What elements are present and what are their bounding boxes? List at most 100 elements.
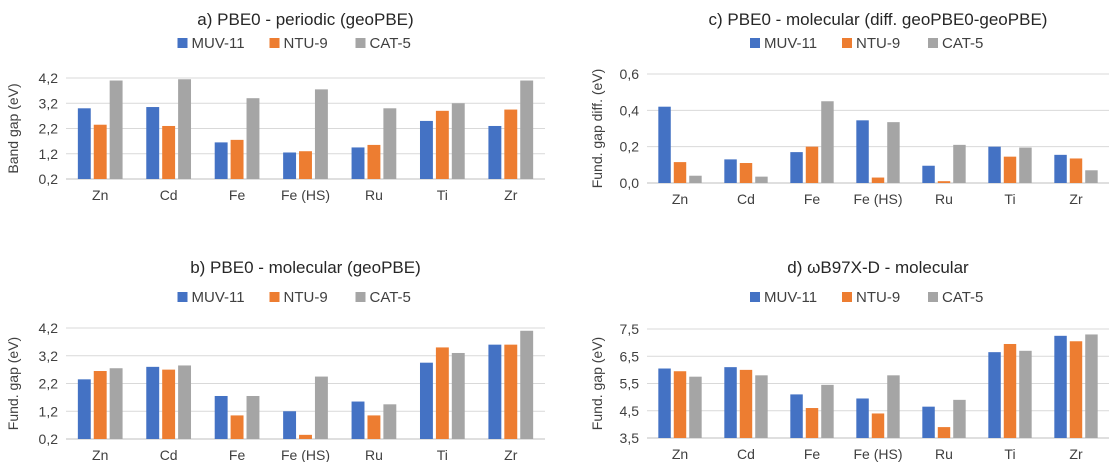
bar: [314, 89, 328, 179]
x-tick-label: Zn: [92, 447, 108, 462]
y-tick-label: 4,2: [39, 320, 59, 336]
x-tick-label: Fe (HS): [281, 447, 330, 462]
legend-item: NTU-9: [269, 289, 328, 306]
x-tick-label: Cd: [737, 191, 755, 207]
legend-item: CAT-5: [928, 35, 983, 52]
legend-swatch: [928, 38, 938, 48]
x-tick-label: Fe (HS): [854, 191, 903, 207]
bar: [1069, 341, 1083, 438]
y-tick-label: 3,2: [39, 95, 59, 111]
legend-item: NTU-9: [269, 35, 328, 52]
x-tick-label: Ti: [437, 187, 448, 203]
y-tick-label: 1,2: [39, 403, 59, 419]
bar: [790, 394, 803, 438]
x-tick-label: Fe: [229, 447, 246, 462]
legend-swatch: [750, 38, 760, 48]
x-tick-label: Zr: [504, 447, 518, 462]
chart-panel-a: a) PBE0 - periodic (geoPBE) MUV-11 NTU-9 CA…: [0, 0, 559, 231]
bar: [504, 109, 518, 179]
bar: [1054, 335, 1067, 438]
bar: [887, 375, 900, 438]
x-tick-label: Fe (HS): [281, 187, 330, 203]
bar: [1003, 156, 1017, 183]
x-tick-label: Cd: [160, 447, 178, 462]
x-tick-label: Fe: [804, 191, 821, 207]
x-tick-label: Zn: [672, 191, 688, 207]
bar: [146, 366, 160, 439]
bar: [1019, 147, 1032, 183]
x-tick-label: Zn: [92, 187, 108, 203]
bar: [673, 371, 687, 438]
bar: [739, 369, 753, 438]
bar: [937, 181, 951, 183]
x-tick-label: Zr: [1069, 191, 1083, 207]
bar: [283, 152, 297, 179]
legend-swatch: [177, 38, 188, 48]
bar: [504, 344, 518, 439]
bar: [299, 151, 312, 179]
legend-label: NTU-9: [856, 289, 900, 306]
bar: [367, 415, 381, 439]
y-tick-label: 2,2: [39, 121, 59, 137]
chart-panel-d: d) ωB97X-D - molecular MUV-11 NTU-9 CAT-5 3,…: [559, 231, 1118, 462]
bar: [93, 124, 107, 179]
legend-swatch: [750, 292, 760, 302]
legend-label: MUV-11: [764, 289, 817, 306]
legend-label: MUV-11: [192, 289, 245, 306]
bar: [821, 101, 834, 183]
bar: [871, 413, 885, 438]
bar: [1019, 350, 1032, 438]
legend-swatch: [355, 38, 366, 48]
legend-label: NTU-9: [284, 35, 328, 52]
y-tick-label: 5,5: [620, 376, 640, 392]
bar: [109, 80, 123, 179]
bar: [214, 395, 228, 439]
bar: [178, 79, 192, 179]
legend-label: MUV-11: [192, 35, 245, 52]
bar: [435, 110, 449, 179]
x-tick-label: Ti: [437, 447, 448, 462]
y-tick-label: 6,5: [620, 348, 640, 364]
bar: [1003, 343, 1017, 438]
bar: [658, 368, 671, 438]
chart-title: b) PBE0 - molecular (geoPBE): [190, 258, 421, 277]
bar: [314, 376, 328, 439]
legend-item: CAT-5: [355, 289, 411, 306]
bar: [230, 415, 244, 439]
x-tick-label: Ti: [1004, 446, 1015, 462]
legend-swatch: [842, 38, 852, 48]
x-tick-label: Fe: [229, 187, 246, 203]
bar: [351, 401, 365, 439]
bar: [922, 406, 935, 438]
chart-panel-b: b) PBE0 - molecular (geoPBE) MUV-11 NTU-9 C…: [0, 231, 559, 462]
y-tick-label: 1,2: [39, 146, 59, 162]
bar: [1085, 334, 1098, 438]
legend-swatch: [355, 292, 366, 302]
bar: [739, 163, 753, 183]
chart-panel-c: c) PBE0 - molecular (diff. geoPBE0-geoPB…: [559, 0, 1118, 231]
bar: [451, 352, 465, 439]
legend-swatch: [842, 292, 852, 302]
legend-item: CAT-5: [928, 289, 983, 306]
bar: [673, 162, 687, 183]
bar: [937, 427, 951, 438]
bar: [488, 344, 502, 439]
legend-label: CAT-5: [942, 289, 983, 306]
bar: [1054, 154, 1067, 183]
bar: [383, 404, 397, 439]
bar: [856, 120, 869, 183]
legend-label: CAT-5: [370, 35, 411, 52]
bar: [658, 106, 671, 183]
legend-swatch: [928, 292, 938, 302]
bar: [451, 103, 465, 179]
x-tick-label: Ru: [365, 447, 383, 462]
legend-label: NTU-9: [856, 35, 900, 52]
y-tick-label: 2,2: [39, 376, 59, 392]
legend-label: MUV-11: [764, 35, 817, 52]
bar: [488, 125, 502, 179]
chart-svg: c) PBE0 - molecular (diff. geoPBE0-geoPB…: [589, 10, 1109, 207]
x-tick-label: Ti: [1004, 191, 1015, 207]
y-axis-label: Fund. gap (eV): [5, 337, 21, 430]
legend-item: MUV-11: [750, 35, 817, 52]
legend-item: CAT-5: [355, 35, 411, 52]
